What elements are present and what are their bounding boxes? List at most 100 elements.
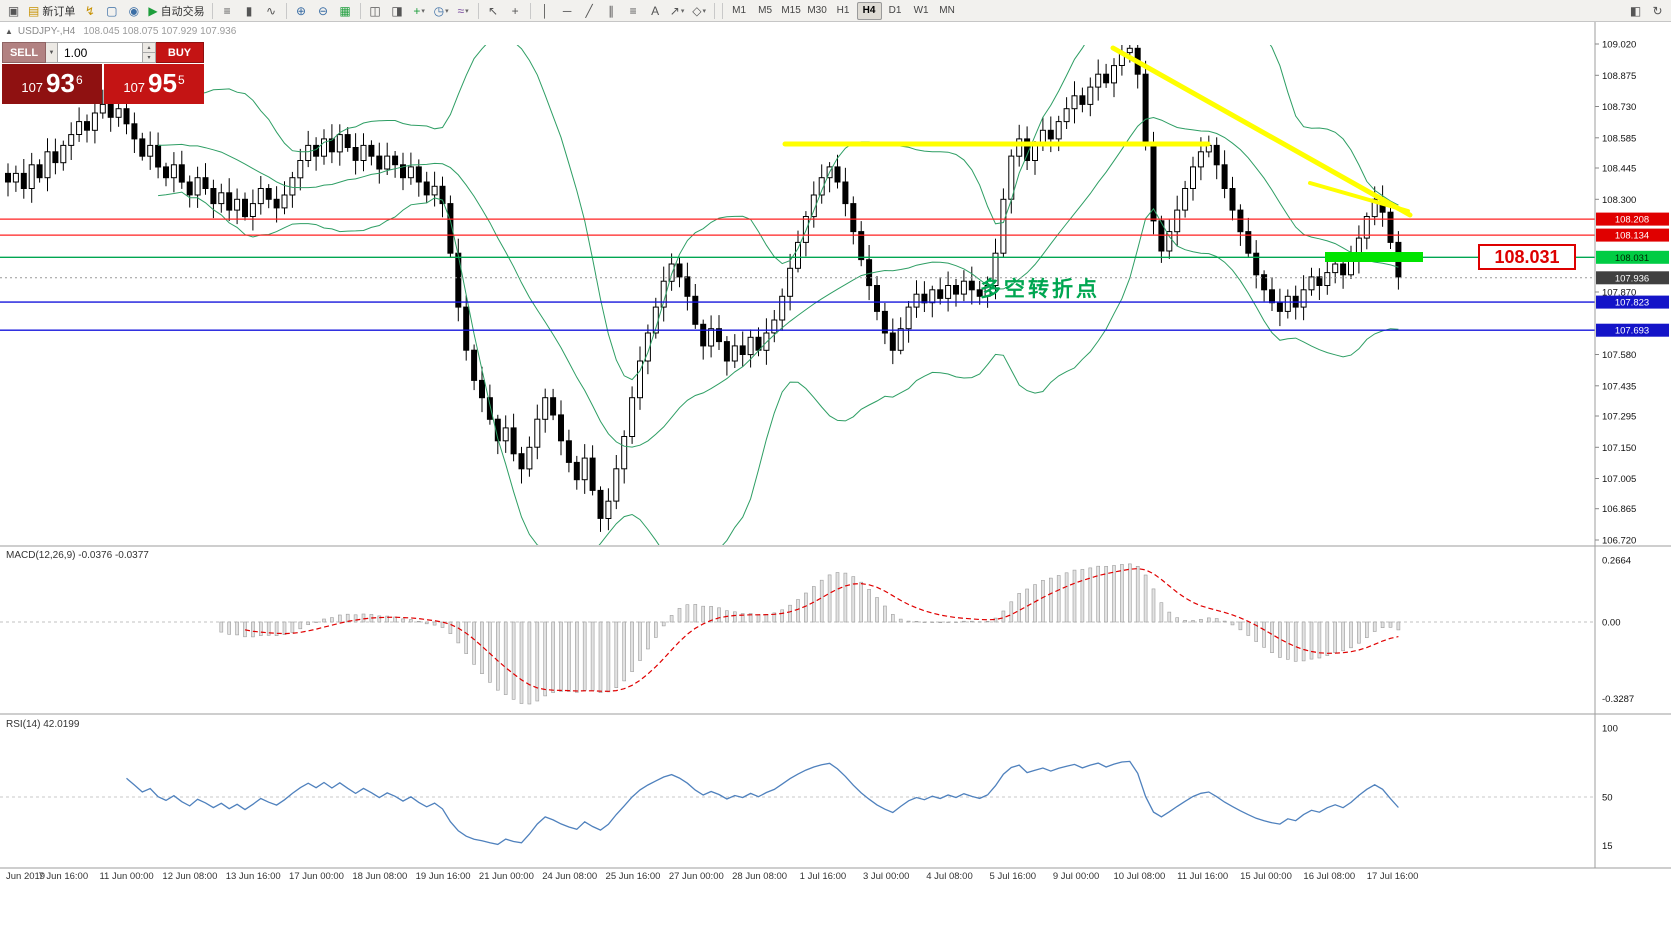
svg-text:3 Jul 00:00: 3 Jul 00:00 [863,871,909,882]
bollinger-band-line [158,116,1399,448]
svg-text:16 Jul 08:00: 16 Jul 08:00 [1303,871,1355,882]
timeframe-h4-button[interactable]: H4 [856,1,882,20]
svg-text:24 Jun 08:00: 24 Jun 08:00 [542,871,597,882]
sell-price-display[interactable]: 107 93 6 [2,64,102,104]
svg-text:108.730: 108.730 [1602,102,1636,113]
tile-windows-icon[interactable]: ▦ [339,3,351,18]
svg-text:108.208: 108.208 [1615,215,1649,226]
svg-text:106.865: 106.865 [1602,504,1636,515]
svg-text:106.720: 106.720 [1602,536,1636,547]
data-window-icon[interactable]: ▢ [106,3,118,18]
ohlc-bars-icon[interactable]: ≡ [223,3,231,18]
candlestick-chart-icon[interactable]: ▮ [245,3,253,18]
vertical-line-icon[interactable]: │ [541,3,549,18]
order-type-dropdown[interactable]: ▼ [46,42,58,63]
volume-spinner: ▴ ▾ [142,43,155,62]
svg-text:108.585: 108.585 [1602,133,1636,144]
chart-area[interactable]: 多空转折点 109.020 108.875 108.730 108.585 108.445… [0,22,1671,942]
volume-down-icon[interactable]: ▾ [143,52,155,62]
symbol-label: USDJPY-,H4 [17,26,76,37]
svg-text:10 Jul 08:00: 10 Jul 08:00 [1114,871,1166,882]
timeframe-h1-button[interactable]: H1 [836,5,850,16]
text-label-icon[interactable]: A [651,3,660,18]
svg-text:107.005: 107.005 [1602,474,1636,485]
svg-text:50: 50 [1602,793,1613,804]
timeframe-m30-button[interactable]: M30 [807,5,827,16]
sell-button[interactable]: SELL [2,42,46,63]
volume-input[interactable] [58,43,142,62]
new-order-button[interactable]: ▤ 新订单 [28,3,76,18]
rsi-indicator-label: RSI(14) 42.0199 [6,719,80,730]
toolbar-separator [477,2,479,19]
support-zone-rect[interactable] [1325,252,1423,262]
bollinger-band-line [158,45,1399,381]
zoom-out-icon[interactable]: ⊖ [318,3,329,18]
svg-text:108.875: 108.875 [1602,71,1636,82]
toolbar-separator [285,2,287,19]
price-chart-canvas[interactable]: 多空转折点 109.020 108.875 108.730 108.585 108.445… [0,22,1671,942]
toolbar-separator [211,2,213,19]
timeframe-m15-button[interactable]: M15 [781,5,801,16]
price-axis: 109.020 108.875 108.730 108.585 108.445 108.3… [1595,40,1669,547]
yellow-trendline[interactable] [1308,181,1410,213]
svg-text:28 Jun 08:00: 28 Jun 08:00 [732,871,787,882]
price-tag [1596,212,1669,226]
timeframe-d1-button[interactable]: D1 [888,5,902,16]
buy-button[interactable]: BUY [156,42,204,63]
buy-price-pips: 95 [148,68,177,98]
rsi-panel [0,760,1595,846]
macd-signal-line [244,567,1399,692]
auto-scroll-icon[interactable]: ◫ [369,3,381,18]
svg-text:107.823: 107.823 [1615,298,1649,309]
indicators-icon[interactable]: + ▾ [413,3,425,18]
timeframe-m1-button[interactable]: M1 [732,5,747,16]
collapse-trade-panel-icon[interactable]: ▲ [5,27,13,36]
autotrade-button[interactable]: ▶ 自动交易 [148,3,205,18]
timeframe-mn-button[interactable]: MN [939,5,955,16]
svg-text:19 Jun 16:00: 19 Jun 16:00 [416,871,471,882]
timeframe-w1-button[interactable]: W1 [913,5,929,16]
svg-text:107.295: 107.295 [1602,412,1636,423]
bollinger-band-line [158,191,1399,545]
toolbar-separator [359,2,361,19]
svg-text:15 Jul 00:00: 15 Jul 00:00 [1240,871,1292,882]
svg-text:15: 15 [1602,841,1613,852]
svg-text:17 Jun 00:00: 17 Jun 00:00 [289,871,344,882]
zoom-in-icon[interactable]: ⊕ [296,3,307,18]
one-click-icon[interactable]: ↯ [84,3,95,18]
svg-text:17 Jul 16:00: 17 Jul 16:00 [1367,871,1419,882]
price-tag [1596,228,1669,242]
templates-icon[interactable]: ≈ ▾ [457,3,469,18]
fibonacci-icon[interactable]: ≡ [629,3,637,18]
chart-shift-icon[interactable]: ◨ [391,3,403,18]
dock-icon[interactable]: ◧ [1629,3,1642,18]
new-chart-icon[interactable]: ▣ [7,3,20,18]
svg-text:4 Jul 08:00: 4 Jul 08:00 [926,871,972,882]
svg-text:9 Jul 00:00: 9 Jul 00:00 [1053,871,1099,882]
sell-price-point: 6 [75,73,83,87]
refresh-icon[interactable]: ↻ [1652,3,1663,18]
line-chart-icon[interactable]: ∿ [266,3,277,18]
market-watch-icon[interactable]: ◉ [128,3,140,18]
svg-text:0.00: 0.00 [1602,618,1621,629]
price-tag [1596,271,1669,285]
periods-icon[interactable]: ◷ ▾ [433,3,449,18]
volume-field: ▴ ▾ [58,42,156,63]
svg-text:108.300: 108.300 [1602,195,1636,206]
crosshair-icon[interactable]: + [511,3,519,18]
arrow-objects-icon[interactable]: ↗ ▾ [669,3,685,18]
timeframe-m5-button[interactable]: M5 [758,5,773,16]
svg-text:5 Jul 16:00: 5 Jul 16:00 [990,871,1036,882]
trendline-icon[interactable]: ╱ [585,3,593,18]
cursor-icon[interactable]: ↖ [488,3,499,18]
horizontal-line-icon[interactable]: ─ [562,3,572,18]
channel-icon[interactable]: ∥ [608,3,615,18]
yellow-trendline[interactable] [1110,45,1413,218]
svg-text:25 Jun 16:00: 25 Jun 16:00 [606,871,661,882]
shapes-icon[interactable]: ◇ ▾ [692,3,706,18]
volume-up-icon[interactable]: ▴ [143,43,155,52]
svg-text:109.020: 109.020 [1602,40,1636,51]
svg-text:107.936: 107.936 [1615,273,1649,284]
svg-text:107.870: 107.870 [1602,288,1636,299]
buy-price-display[interactable]: 107 95 5 [104,64,204,104]
